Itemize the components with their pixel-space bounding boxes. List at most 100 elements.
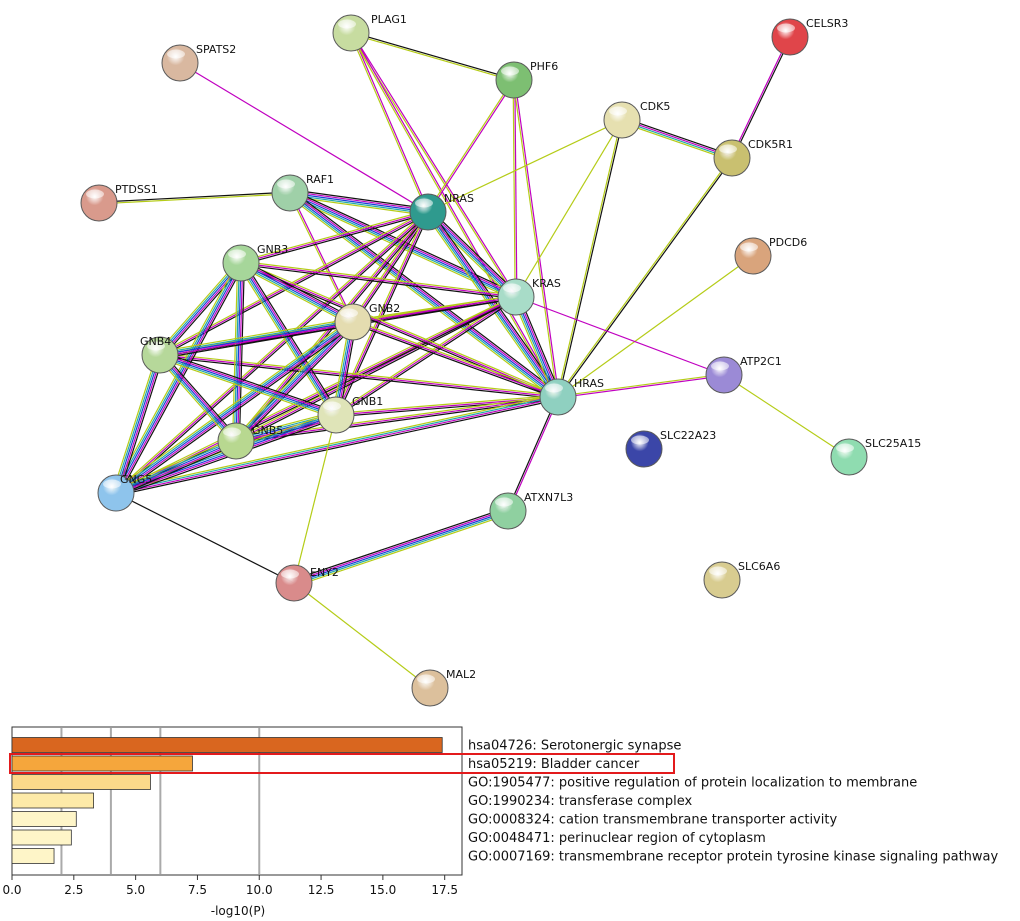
tick-label: 2.5: [64, 883, 83, 897]
edge-ptdss1-raf1: [98, 191, 291, 205]
node-label: ATP2C1: [740, 355, 782, 368]
node-eny2[interactable]: ENY2: [275, 564, 339, 602]
bar: [11, 755, 193, 772]
edge-evidence-line: [179, 62, 429, 213]
edge-evidence-line: [351, 32, 560, 397]
node-mal2[interactable]: MAL2: [411, 668, 476, 707]
edge-evidence-line: [160, 353, 238, 441]
edge-evidence-line: [159, 321, 354, 356]
edge-evidence-line: [293, 414, 337, 584]
node-phf6[interactable]: PHF6: [495, 60, 558, 99]
node-glare: [103, 479, 121, 489]
edge-cdk5-kras: [515, 119, 623, 298]
node-label: RAF1: [306, 173, 334, 186]
edge-evidence-line: [352, 323, 558, 400]
node-slc25a15[interactable]: SLC25A15: [830, 437, 921, 476]
edge-evidence-line: [159, 318, 353, 353]
node-cdk5[interactable]: CDK5: [603, 100, 670, 139]
node-atxn7l3[interactable]: ATXN7L3: [489, 491, 573, 530]
node-hras[interactable]: HRAS: [539, 377, 604, 416]
edge-evidence-line: [352, 321, 559, 398]
tick-label: 0.0: [2, 883, 21, 897]
edge-kras-gnb3: [240, 260, 517, 300]
node-gnb2[interactable]: GNB2: [334, 302, 400, 341]
node-slc22a23[interactable]: SLC22A23: [625, 429, 716, 468]
edge-evidence-line: [621, 120, 732, 160]
node-plag1[interactable]: PLAG1: [332, 13, 407, 52]
node-celsr3[interactable]: CELSR3: [771, 17, 848, 56]
edge-evidence-line: [558, 375, 725, 399]
edge-eny2-atxn7l3: [292, 507, 510, 587]
node-cdk5r1[interactable]: CDK5R1: [713, 138, 793, 177]
node-gnb5[interactable]: GNB5: [217, 422, 283, 460]
node-glare: [709, 566, 727, 576]
edge-evidence-line: [620, 121, 732, 161]
edge-evidence-line: [116, 397, 559, 495]
edge-evidence-line: [158, 355, 236, 443]
node-spats2[interactable]: SPATS2: [161, 43, 236, 82]
edge-evidence-line: [424, 213, 556, 400]
edge-nras-gnb3: [240, 209, 429, 266]
edge-evidence-line: [116, 442, 237, 496]
edge-evidence-line: [99, 193, 291, 205]
bar: [11, 848, 55, 864]
node-atp2c1[interactable]: ATP2C1: [705, 355, 782, 394]
edge-evidence-line: [237, 323, 356, 444]
edge-evidence-line: [241, 261, 338, 415]
edge-evidence-line: [556, 157, 732, 397]
edge-evidence-line: [158, 261, 241, 355]
node-label: GNG5: [120, 473, 152, 486]
node-nras[interactable]: NRAS: [409, 192, 474, 231]
edge-evidence-line: [240, 262, 559, 398]
edge-evidence-line: [512, 80, 516, 298]
edge-evidence-line: [240, 264, 516, 300]
edge-evidence-line: [335, 296, 517, 416]
edge-evidence-line: [241, 260, 559, 396]
bar: [11, 737, 443, 753]
edge-evidence-line: [351, 32, 518, 297]
node-glare: [719, 144, 737, 154]
edge-phf6-hras: [512, 79, 560, 398]
edge-evidence-line: [429, 209, 519, 295]
node-gng5[interactable]: GNG5: [97, 473, 152, 512]
edge-evidence-line: [113, 354, 159, 493]
edge-evidence-line: [112, 261, 239, 492]
edge-evidence-line: [116, 212, 430, 495]
node-ptdss1[interactable]: PTDSS1: [80, 183, 158, 222]
edge-evidence-line: [115, 440, 237, 494]
edge-cdk5-nras: [427, 119, 623, 213]
edge-evidence-line: [557, 373, 724, 397]
edge-evidence-line: [236, 322, 355, 443]
node-pdcd6[interactable]: PDCD6: [734, 236, 807, 275]
edge-evidence-line: [289, 194, 428, 215]
edge-gnb5-gng5: [114, 437, 238, 497]
node-label: PLAG1: [371, 13, 407, 26]
edge-evidence-line: [335, 394, 558, 414]
node-glare: [501, 66, 519, 76]
node-slc6a6[interactable]: SLC6A6: [703, 560, 780, 599]
edge-evidence-line: [241, 213, 429, 266]
edge-cdk5-hras: [556, 119, 624, 398]
node-kras[interactable]: KRAS: [497, 277, 561, 316]
edge-plag1-nras: [349, 32, 430, 213]
node-raf1[interactable]: RAF1: [271, 173, 334, 212]
node-gnb4[interactable]: GNB4: [140, 335, 179, 374]
edge-evidence-line: [294, 512, 509, 586]
edge-evidence-line: [116, 322, 355, 495]
edge-kras-atp2c1: [515, 296, 725, 376]
node-label: SLC6A6: [738, 560, 780, 573]
node-gnb1[interactable]: GNB1: [317, 395, 383, 434]
node-glare: [86, 189, 104, 199]
x-axis-title: -log10(P): [211, 904, 266, 918]
edge-gnb3-gnb5: [232, 262, 245, 442]
node-glare: [631, 435, 649, 445]
edge-evidence-line: [515, 296, 725, 376]
node-glare: [323, 401, 341, 411]
edge-evidence-line: [240, 209, 428, 262]
node-glare: [223, 427, 241, 437]
node-glare: [167, 49, 185, 59]
node-gnb3[interactable]: GNB3: [222, 243, 288, 282]
edge-evidence-line: [114, 320, 353, 493]
edge-atp2c1-hras: [557, 373, 725, 399]
node-glare: [228, 249, 246, 259]
